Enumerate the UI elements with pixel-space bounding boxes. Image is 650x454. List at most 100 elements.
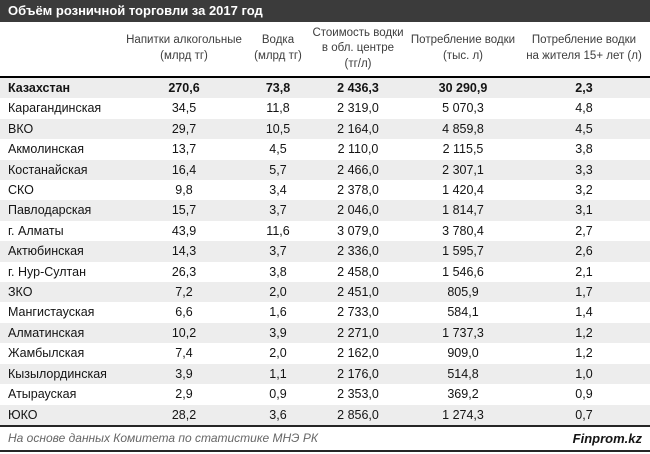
value-cell: 2,0: [269, 285, 287, 300]
table-row: Казахстан 270,6 73,8 2 436,3 30 290,9 2,3: [0, 77, 650, 99]
value-cell: 13,7: [171, 142, 197, 157]
column-header-region: [0, 22, 120, 78]
value-cell: 4,5: [269, 142, 287, 157]
region-cell: ВКО: [8, 121, 34, 136]
value-cell: 16,4: [171, 162, 197, 177]
table-body: Казахстан 270,6 73,8 2 436,3 30 290,9 2,3 Кара…: [0, 77, 650, 425]
value-cell: 2 436,3: [337, 81, 379, 95]
value-cell: 1 420,4: [442, 183, 484, 198]
value-cell: 3,2: [575, 183, 593, 198]
value-cell: 2 336,0: [337, 244, 379, 259]
column-header-consumption: Потребление водки (тыс. л): [408, 22, 518, 78]
value-cell: 514,8: [447, 366, 479, 381]
region-cell: Карагандинская: [8, 101, 102, 116]
value-cell: 3,7: [269, 203, 287, 218]
value-cell: 3 079,0: [337, 223, 379, 238]
table-row: ВКО 29,7 10,5 2 164,0 4 859,8 4,5: [0, 118, 650, 140]
value-cell: 14,3: [171, 244, 197, 259]
value-cell: 2 451,0: [337, 285, 379, 300]
region-cell: Павлодарская: [8, 203, 92, 218]
value-cell: 1 274,3: [442, 407, 484, 422]
value-cell: 3,6: [269, 407, 287, 422]
column-header-alcohol: Напитки алкогольные (млрд тг): [120, 22, 248, 78]
column-header-price: Стоимость водки в обл. центре (тг/л): [308, 22, 408, 78]
region-cell: Жамбылская: [8, 346, 85, 361]
value-cell: 2 271,0: [337, 325, 379, 340]
table-row: СКО 9,8 3,4 2 378,0 1 420,4 3,2: [0, 180, 650, 201]
region-cell: Казахстан: [8, 81, 71, 95]
value-cell: 1 814,7: [442, 203, 484, 218]
region-cell: Мангистауская: [8, 305, 95, 320]
value-cell: 11,8: [266, 101, 290, 116]
value-cell: 34,5: [171, 101, 197, 116]
retail-trade-table: Напитки алкогольные (млрд тг) Водка (млр…: [0, 22, 650, 425]
value-cell: 1,6: [269, 305, 287, 320]
value-cell: 909,0: [447, 346, 479, 361]
value-cell: 3,9: [175, 366, 193, 381]
table-header: Напитки алкогольные (млрд тг) Водка (млр…: [0, 22, 650, 78]
value-cell: 369,2: [447, 387, 479, 402]
header-row: Напитки алкогольные (млрд тг) Водка (млр…: [0, 22, 650, 78]
value-cell: 2 110,0: [337, 142, 379, 157]
value-cell: 10,2: [171, 325, 197, 340]
table-row: Костанайская 16,4 5,7 2 466,0 2 307,1 3,3: [0, 159, 650, 181]
value-cell: 3,8: [269, 264, 287, 279]
value-cell: 2 046,0: [337, 203, 379, 218]
table-row: Карагандинская 34,5 11,8 2 319,0 5 070,3 4,8: [0, 98, 650, 119]
region-cell: Актюбинская: [8, 244, 84, 259]
value-cell: 43,9: [171, 223, 197, 238]
value-cell: 1 737,3: [442, 325, 484, 340]
value-cell: 5 070,3: [442, 101, 484, 116]
page-title: Объём розничной торговли за 2017 год: [0, 0, 650, 22]
value-cell: 2 176,0: [337, 366, 379, 381]
column-header-vodka: Водка (млрд тг): [248, 22, 308, 78]
value-cell: 5,7: [269, 162, 287, 177]
value-cell: 1,4: [575, 305, 593, 320]
value-cell: 3,8: [575, 142, 593, 157]
region-cell: г. Алматы: [8, 223, 64, 238]
value-cell: 1,1: [269, 366, 287, 381]
region-cell: СКО: [8, 183, 34, 198]
value-cell: 584,1: [447, 305, 479, 320]
value-cell: 805,9: [447, 285, 479, 300]
value-cell: 26,3: [171, 264, 197, 279]
value-cell: 4,5: [575, 121, 593, 136]
region-cell: ЮКО: [8, 407, 38, 422]
table-row: Кызылординская 3,9 1,1 2 176,0 514,8 1,0: [0, 363, 650, 385]
table-row: ЗКО 7,2 2,0 2 451,0 805,9 1,7: [0, 282, 650, 303]
value-cell: 73,8: [265, 81, 291, 95]
region-cell: Атырауская: [8, 387, 77, 402]
table-row: Алматинская 10,2 3,9 2 271,0 1 737,3 1,2: [0, 322, 650, 344]
value-cell: 29,7: [171, 121, 197, 136]
value-cell: 3,3: [575, 162, 593, 177]
column-header-per-capita: Потребление водки на жителя 15+ лет (л): [518, 22, 650, 78]
value-cell: 30 290,9: [438, 81, 488, 95]
value-cell: 3,1: [575, 203, 593, 218]
value-cell: 2 115,5: [442, 142, 484, 157]
table-row: г. Нур-Султан 26,3 3,8 2 458,0 1 546,6 2,1: [0, 261, 650, 283]
value-cell: 7,2: [175, 285, 193, 300]
table-row: Атырауская 2,9 0,9 2 353,0 369,2 0,9: [0, 384, 650, 405]
value-cell: 2,7: [575, 223, 593, 238]
region-cell: Кызылординская: [8, 366, 107, 381]
value-cell: 4,8: [575, 101, 593, 116]
value-cell: 1 546,6: [442, 264, 484, 279]
value-cell: 4 859,8: [442, 121, 484, 136]
value-cell: 0,9: [269, 387, 287, 402]
footer: На основе данных Комитета по статистике …: [0, 424, 650, 452]
value-cell: 2,0: [269, 346, 287, 361]
value-cell: 3 780,4: [442, 223, 484, 238]
value-cell: 15,7: [171, 203, 197, 218]
value-cell: 0,9: [575, 387, 593, 402]
value-cell: 3,9: [269, 325, 287, 340]
value-cell: 2 466,0: [337, 162, 379, 177]
value-cell: 1,0: [575, 366, 593, 381]
value-cell: 2,3: [575, 81, 593, 95]
brand-logo-text: Finprom.kz: [572, 430, 642, 446]
region-cell: ЗКО: [8, 285, 33, 300]
value-cell: 7,4: [175, 346, 193, 361]
value-cell: 3,7: [269, 244, 287, 259]
region-cell: Акмолинская: [8, 142, 84, 157]
value-cell: 9,8: [175, 183, 193, 198]
